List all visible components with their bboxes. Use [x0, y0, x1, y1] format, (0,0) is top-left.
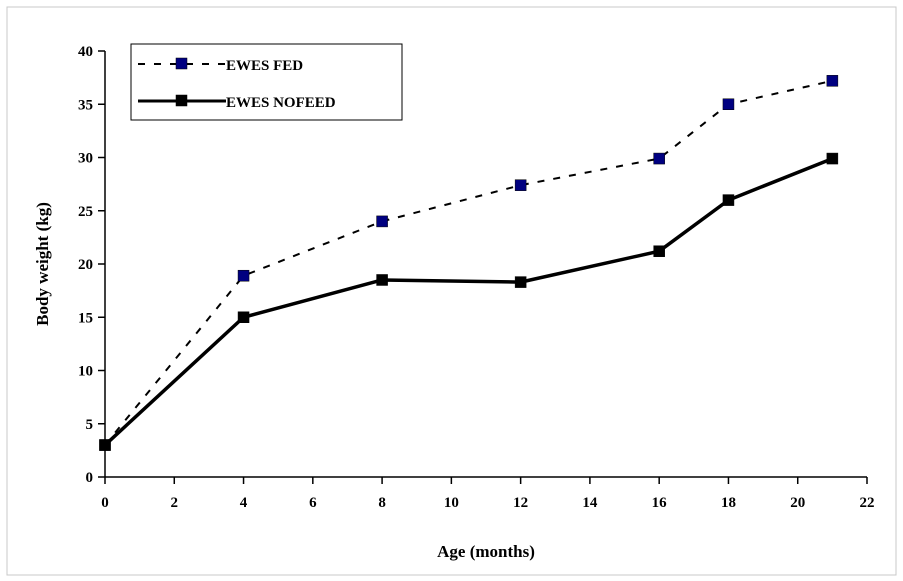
- y-axis-ticks: 0 5 10 15 20 25 30 35 40: [78, 44, 105, 486]
- y-tick-label: 20: [78, 257, 93, 273]
- data-point-ewes-fed: [376, 215, 388, 228]
- x-tick-label: 20: [790, 495, 805, 511]
- data-point-ewes-nofeed: [722, 194, 735, 206]
- data-point-ewes-nofeed: [653, 245, 665, 257]
- y-tick-label: 30: [78, 151, 93, 167]
- data-point-ewes-nofeed: [237, 311, 250, 323]
- series-ewes-nofeed: [99, 152, 839, 451]
- data-point-ewes-fed: [237, 269, 250, 282]
- legend-label-ewes-nofeed: EWES NOFEED: [226, 95, 336, 111]
- x-tick-label: 10: [444, 495, 459, 511]
- legend-label-ewes-fed: EWES FED: [226, 58, 303, 74]
- y-tick-label: 10: [78, 364, 93, 380]
- data-point-ewes-fed: [653, 152, 665, 165]
- data-point-ewes-nofeed: [99, 439, 111, 451]
- legend-marker-ewes-fed: [175, 57, 188, 70]
- x-tick-label: 16: [652, 495, 668, 511]
- data-point-ewes-fed: [826, 75, 839, 87]
- y-axis-title: Body weight (kg): [33, 202, 52, 326]
- legend-marker-ewes-nofeed: [175, 94, 188, 107]
- x-tick-label: 12: [513, 495, 528, 511]
- data-point-ewes-fed: [722, 98, 735, 110]
- x-tick-label: 18: [721, 495, 736, 511]
- x-tick-label: 0: [101, 495, 109, 511]
- legend-box: [130, 43, 403, 121]
- y-tick-label: 15: [78, 310, 93, 326]
- x-tick-label: 14: [582, 495, 598, 511]
- x-tick-label: 6: [309, 495, 317, 511]
- y-tick-label: 35: [78, 97, 93, 113]
- y-tick-label: 5: [86, 417, 94, 433]
- x-tick-label: 4: [240, 495, 248, 511]
- x-tick-label: 8: [378, 495, 386, 511]
- data-point-ewes-nofeed: [376, 274, 388, 286]
- data-point-ewes-nofeed: [514, 276, 527, 288]
- series-layer: [99, 75, 839, 451]
- data-point-ewes-fed: [514, 179, 527, 191]
- y-tick-label: 40: [78, 44, 93, 60]
- x-axis-ticks: 0 2 4 6 8 10 12 14 16 18 20 22: [101, 477, 875, 511]
- y-tick-label: 0: [86, 470, 94, 486]
- y-tick-label: 25: [78, 204, 93, 220]
- data-point-ewes-nofeed: [826, 152, 839, 165]
- x-axis-title: Age (months): [437, 542, 535, 561]
- legend: EWES FED EWES NOFEED: [130, 43, 403, 121]
- x-tick-label: 22: [860, 495, 875, 511]
- x-tick-label: 2: [171, 495, 179, 511]
